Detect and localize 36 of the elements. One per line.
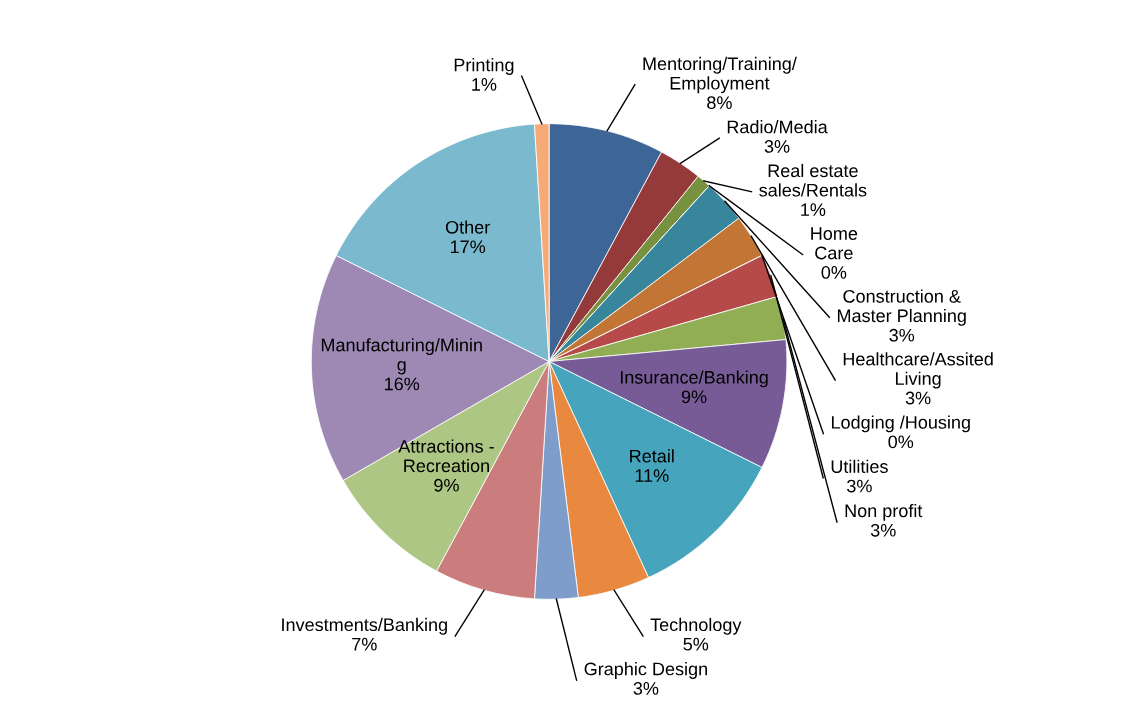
data-label: 3% [847,479,872,493]
slice-label: Graphic Design [584,662,707,679]
data-label: 17% [450,240,486,254]
slice-label: Printing [454,58,514,75]
slice-label: Technology [650,617,742,635]
data-label: 3% [633,682,659,695]
data-label: 3% [870,523,896,537]
slice-label: Investments/Banking [282,617,447,635]
slice-label: Utilities [831,459,888,473]
data-label: 16% [385,377,420,391]
category-label: Home Care [811,227,858,260]
text: 0% [821,266,847,279]
slice-label: Retail [630,449,674,463]
data-label: 9% [681,390,707,404]
category-label: Lodging /Housing [831,415,970,433]
data-label: 3% [905,391,931,405]
data-label: 1% [801,203,826,216]
slice-label: Attractions - Recreation [398,439,494,473]
data-label: 3% [764,140,790,153]
slice-label: Insurance/Banking [620,370,768,388]
data-label: 8% [707,96,732,110]
text: 0% [888,435,914,449]
data-label: 1% [472,78,497,91]
data-label: 11% [635,469,669,482]
slice-label: Manufacturing/Minin g [321,338,482,375]
slice-label: Construction & Master Planning [837,289,966,326]
slice-label: Other [445,220,490,234]
slice-label: Real estate sales/Rentals [759,163,867,197]
slice-label: Non profit [845,503,923,521]
data-label: 3% [889,328,915,342]
data-label: 9% [434,478,459,492]
data-label: 5% [683,637,709,651]
slice-label: Mentoring/Training/ Employment [643,56,797,94]
slice-label: Radio/Media [727,120,828,134]
data-label: 7% [352,637,377,651]
slice-label: Healthcare/Assited Living [843,352,993,389]
